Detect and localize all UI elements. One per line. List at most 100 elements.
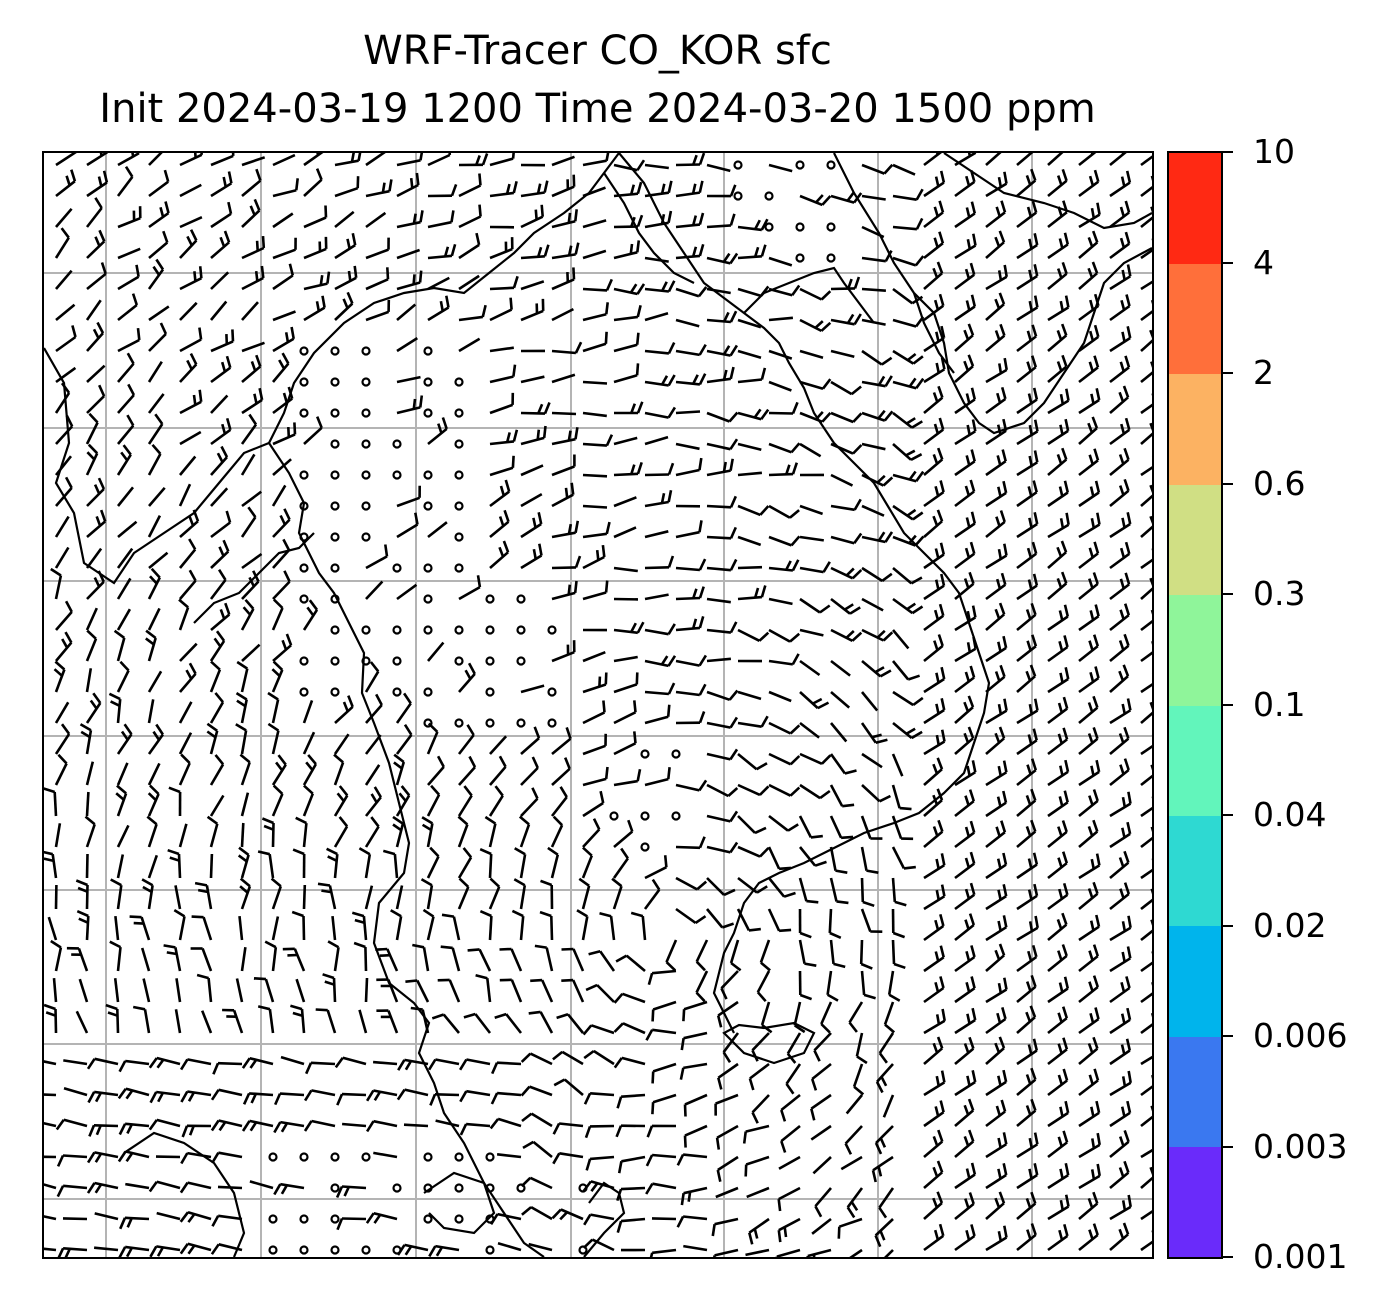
wind-barb [768, 316, 794, 322]
calm-wind-circle [392, 470, 402, 480]
calm-wind-circle [330, 408, 340, 418]
wind-barb [874, 1218, 894, 1248]
wind-barb [479, 910, 493, 941]
wind-barb [706, 438, 739, 451]
wind-barb [551, 341, 583, 355]
wind-barb [954, 665, 976, 694]
wind-barb [737, 690, 762, 701]
wind-barb [611, 877, 623, 910]
wind-barb [760, 1001, 773, 1034]
wind-barb [613, 496, 637, 508]
wind-barb [457, 724, 475, 755]
wind-barb [860, 815, 883, 840]
wind-barb [240, 413, 258, 445]
wind-barb [125, 1182, 150, 1190]
wind-barb [643, 878, 661, 910]
wind-barb [358, 1009, 368, 1034]
wind-barb [79, 723, 93, 755]
wind-barb [1109, 633, 1130, 663]
wind-barb [56, 1154, 88, 1167]
wind-barb [117, 1087, 150, 1100]
wind-barb [376, 1009, 399, 1034]
wind-barb [117, 153, 141, 167]
wind-barb [820, 1001, 833, 1034]
wind-barb [675, 836, 706, 850]
wind-barb [861, 249, 893, 263]
wind-barb [1078, 944, 1100, 973]
wind-barb [644, 180, 673, 198]
wind-barb [520, 756, 539, 786]
wind-barb [1140, 515, 1152, 538]
wind-barb [756, 970, 771, 1003]
wind-barb [1078, 604, 1100, 632]
wind-barb [799, 318, 832, 333]
wind-barb [520, 402, 551, 415]
calm-wind-circle [671, 811, 681, 821]
wind-barb [644, 767, 671, 787]
wind-barb [376, 978, 399, 1003]
wind-barb [1047, 667, 1070, 694]
wind-barb [737, 504, 770, 517]
wind-barb [985, 790, 1008, 818]
wind-barb [644, 435, 669, 446]
calm-wind-circle [423, 408, 433, 418]
wind-barb [1140, 484, 1152, 507]
wind-barb [179, 662, 197, 693]
wind-barb [458, 662, 476, 693]
wind-barb [923, 913, 945, 942]
wind-barb [520, 1085, 553, 1097]
wind-barb [830, 532, 863, 545]
calm-wind-circle [361, 656, 371, 666]
wind-barb [582, 544, 606, 570]
wind-barb [116, 444, 132, 476]
wind-barb [798, 846, 827, 867]
wind-barb [271, 754, 287, 786]
wind-barb [241, 156, 266, 167]
wind-barb [489, 392, 515, 415]
wind-barb [427, 521, 448, 539]
wind-barb [1016, 1223, 1037, 1252]
wind-barb [799, 659, 821, 677]
wind-barb [799, 378, 832, 390]
wind-barb [241, 643, 261, 662]
wind-barb [1078, 789, 1099, 818]
wind-barb [403, 1123, 429, 1128]
wind-barb [365, 1211, 398, 1224]
wind-barb [737, 218, 769, 232]
wind-barb [799, 752, 832, 765]
wind-barb [812, 1156, 832, 1175]
wind-barb [644, 256, 669, 263]
wind-barb [954, 387, 977, 415]
calm-wind-circle [299, 656, 309, 666]
calm-wind-circle [268, 1214, 278, 1224]
wind-barb [1109, 1222, 1130, 1251]
wind-barb [830, 380, 862, 396]
wind-barb [334, 291, 354, 321]
wind-barb [489, 237, 514, 260]
wind-barb [211, 1151, 243, 1164]
wind-barb [830, 498, 862, 512]
wind-barb [675, 153, 706, 167]
wind-barb [923, 1100, 945, 1128]
wind-barb [489, 364, 517, 384]
wind-barb [272, 326, 295, 353]
wind-barb [675, 654, 708, 667]
wind-barb [1078, 541, 1100, 570]
wind-barb [830, 659, 851, 677]
wind-barb [745, 1248, 770, 1257]
wind-barb [768, 380, 792, 392]
wind-barb [1078, 202, 1101, 229]
wind-barb [54, 823, 62, 848]
colorbar-tick-label: 0.003 [1253, 1126, 1348, 1166]
wind-barb [148, 230, 169, 259]
colorbar-tick [1223, 482, 1233, 485]
wind-barb [722, 1032, 740, 1063]
wind-barb [985, 698, 1008, 725]
wind-barb [1047, 1100, 1070, 1128]
wind-barb [1016, 355, 1038, 384]
wind-barb [891, 908, 906, 939]
wind-barb [1140, 734, 1152, 756]
wind-barb [147, 361, 163, 383]
wind-barb [793, 1001, 806, 1034]
wind-barb [923, 325, 946, 353]
